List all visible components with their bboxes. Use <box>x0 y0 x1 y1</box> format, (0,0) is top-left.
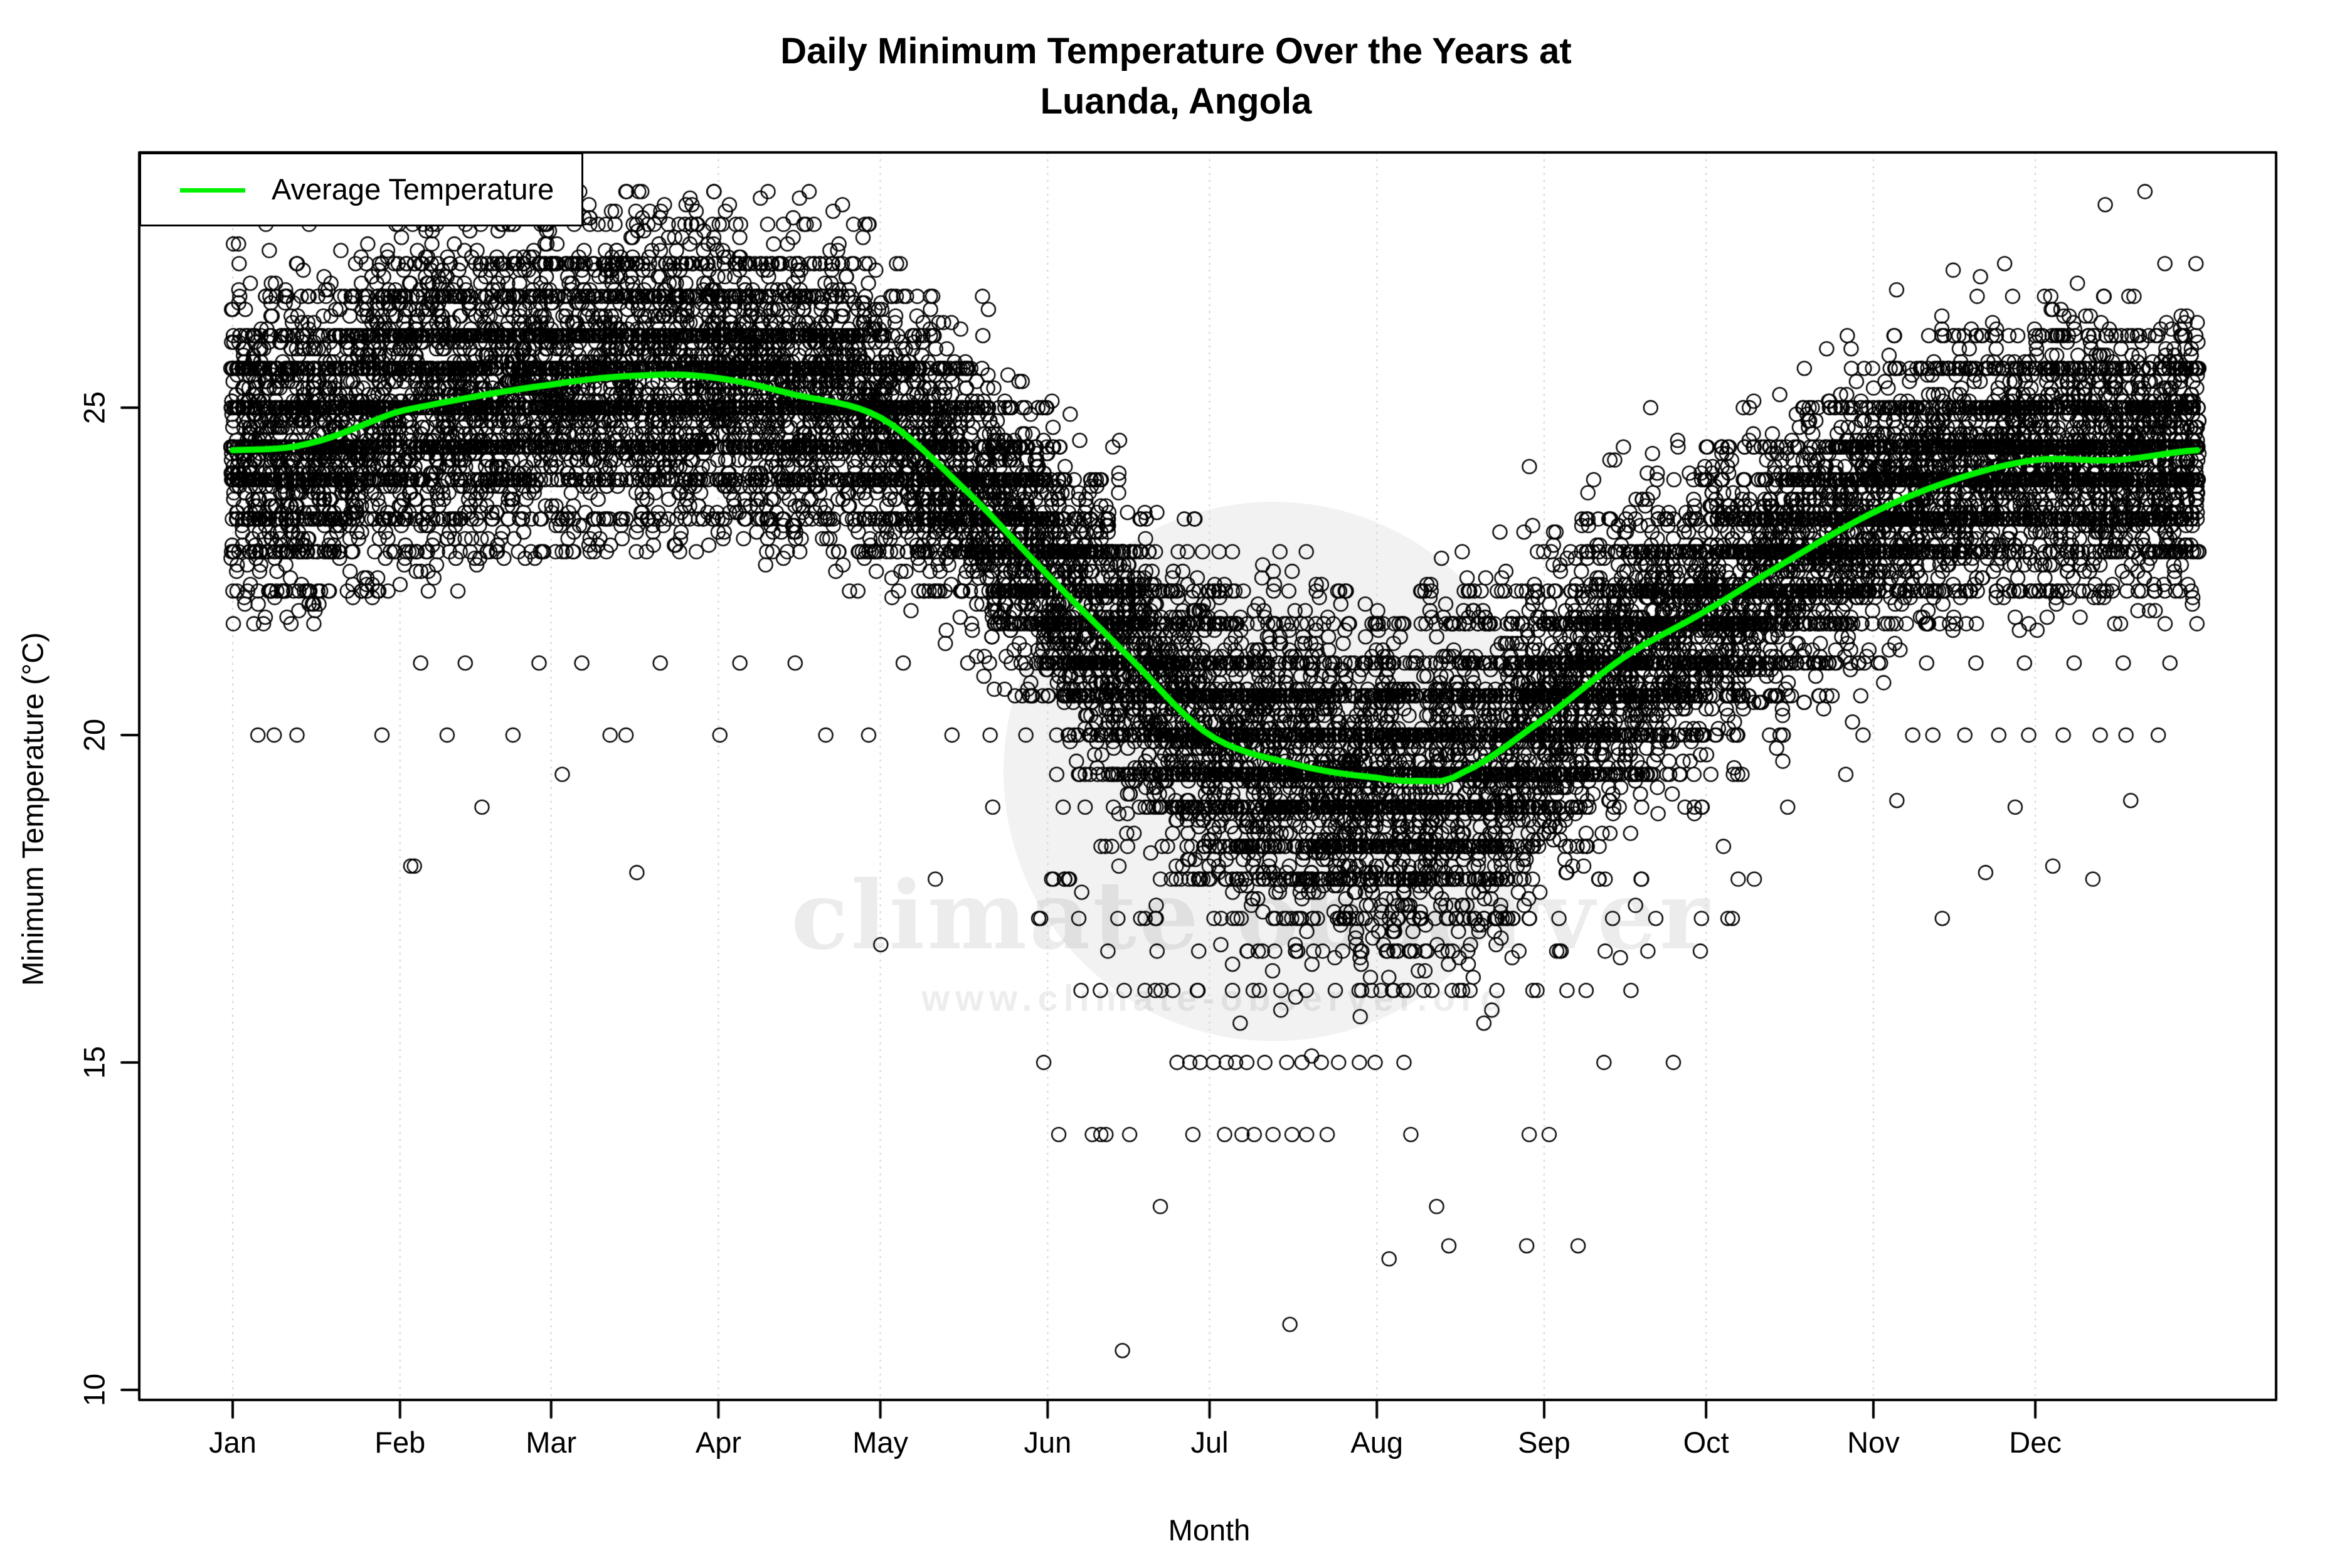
x-tick-label-jun: Jun <box>1024 1426 1072 1459</box>
x-tick-label-may: May <box>852 1426 908 1459</box>
legend-label: Average Temperature <box>272 172 554 206</box>
x-tick-label-jan: Jan <box>209 1426 257 1459</box>
chart-title: Daily Minimum Temperature Over the Years… <box>780 31 1572 72</box>
x-tick-label-apr: Apr <box>695 1426 742 1459</box>
x-tick-label-jul: Jul <box>1190 1426 1229 1459</box>
chart-subtitle: Luanda, Angola <box>1040 81 1312 122</box>
x-tick-label-dec: Dec <box>2009 1426 2062 1459</box>
y-tick-label-15: 15 <box>77 1046 111 1079</box>
x-tick-label-oct: Oct <box>1683 1426 1729 1459</box>
y-tick-label-25: 25 <box>77 391 111 425</box>
legend-line-swatch <box>180 188 245 193</box>
x-tick-label-nov: Nov <box>1847 1426 1900 1459</box>
y-axis-label: Minimum Temperature (°C) <box>16 632 50 986</box>
x-tick-label-sep: Sep <box>1518 1426 1571 1459</box>
x-tick-label-aug: Aug <box>1350 1426 1404 1459</box>
x-axis-label: Month <box>1168 1513 1251 1547</box>
y-tick-label-20: 20 <box>77 718 111 752</box>
y-tick-label-10: 10 <box>77 1373 111 1407</box>
x-tick-label-mar: Mar <box>526 1426 577 1459</box>
legend: Average Temperature <box>139 152 583 226</box>
x-tick-label-feb: Feb <box>374 1426 426 1459</box>
